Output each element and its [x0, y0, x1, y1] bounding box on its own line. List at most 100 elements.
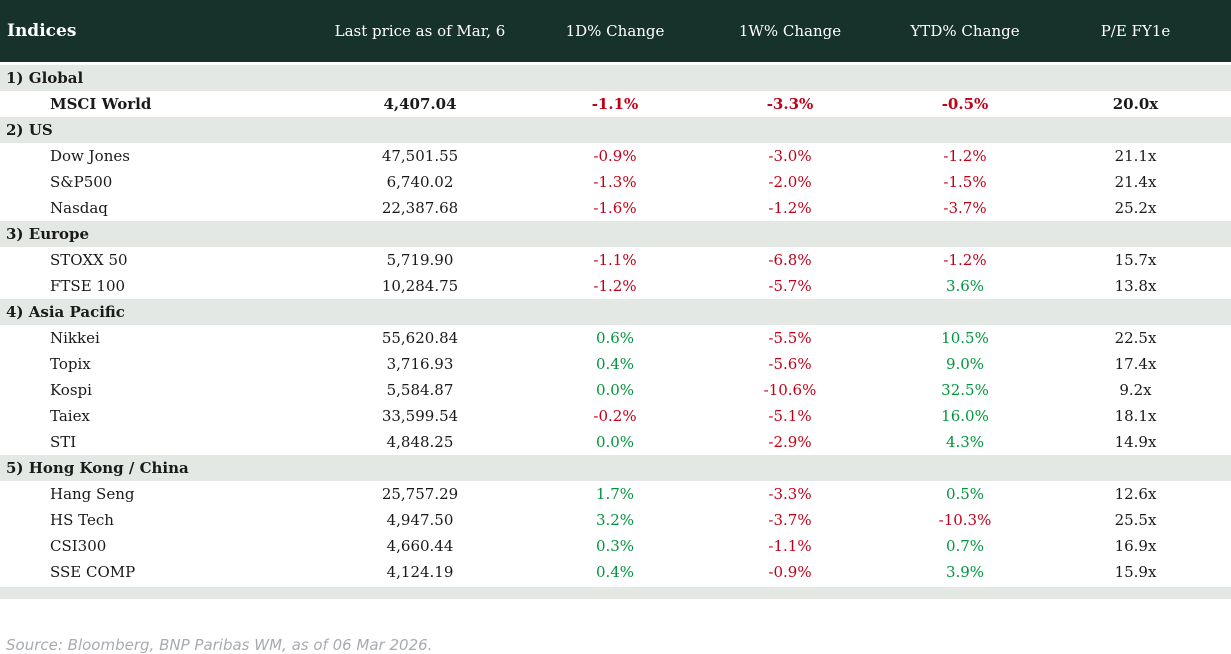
change-1w: -5.7%: [768, 277, 812, 295]
index-name: Taiex: [50, 407, 90, 425]
change-1d: 0.6%: [595, 329, 635, 347]
section-label: 1) Global: [6, 69, 84, 87]
change-1d: -0.2%: [593, 407, 637, 425]
index-name: CSI300: [50, 537, 107, 555]
last-price: 4,660.44: [386, 537, 454, 555]
column-header-pe-fy1e: P/E FY1e: [1100, 22, 1171, 40]
last-price: 3,716.93: [386, 355, 454, 373]
table-row: SSE COMP 4,124.19 0.4% -0.9% 3.9% 15.9x: [0, 559, 1231, 585]
index-name: HS Tech: [50, 511, 114, 529]
pe-ratio: 22.5x: [1114, 329, 1157, 347]
change-1d: 3.2%: [595, 511, 635, 529]
change-1w: -2.9%: [768, 433, 812, 451]
change-ytd: 3.9%: [945, 563, 985, 581]
index-name: STOXX 50: [50, 251, 128, 269]
column-header-last-price: Last price as of Mar, 6: [334, 22, 506, 40]
table-row: Nikkei 55,620.84 0.6% -5.5% 10.5% 22.5x: [0, 325, 1231, 351]
column-header-1w-change: 1W% Change: [738, 22, 842, 40]
index-name: Dow Jones: [50, 147, 130, 165]
table-row: Nasdaq 22,387.68 -1.6% -1.2% -3.7% 25.2x: [0, 195, 1231, 221]
pe-ratio: 13.8x: [1114, 277, 1157, 295]
source-note: Source: Bloomberg, BNP Paribas WM, as of…: [6, 636, 433, 654]
change-1d: 0.0%: [595, 433, 635, 451]
last-price: 4,407.04: [383, 95, 457, 113]
change-1w: -5.6%: [768, 355, 812, 373]
table-row: STI 4,848.25 0.0% -2.9% 4.3% 14.9x: [0, 429, 1231, 455]
section-row: 5) Hong Kong / China: [0, 455, 1231, 481]
column-header-indices: Indices: [7, 21, 77, 41]
section-row: 4) Asia Pacific: [0, 299, 1231, 325]
change-ytd: 9.0%: [945, 355, 985, 373]
pe-ratio: 25.5x: [1114, 511, 1157, 529]
pe-ratio: 20.0x: [1112, 95, 1159, 113]
table-body: 1) Global MSCI World 4,407.04 -1.1% -3.3% -0.…: [0, 65, 1231, 585]
change-1w: -1.1%: [768, 537, 812, 555]
pe-ratio: 14.9x: [1114, 433, 1157, 451]
change-1d: -1.2%: [593, 277, 637, 295]
pe-ratio: 21.1x: [1114, 147, 1157, 165]
last-price: 5,719.90: [386, 251, 454, 269]
last-price: 55,620.84: [381, 329, 459, 347]
change-ytd: 32.5%: [941, 381, 989, 399]
index-name: Kospi: [50, 381, 92, 399]
change-ytd: -0.5%: [941, 95, 989, 113]
last-price: 10,284.75: [381, 277, 459, 295]
last-price: 4,124.19: [386, 563, 454, 581]
section-row: 2) US: [0, 117, 1231, 143]
change-ytd: -3.7%: [943, 199, 987, 217]
change-ytd: 16.0%: [941, 407, 989, 425]
pe-ratio: 12.6x: [1114, 485, 1157, 503]
last-price: 22,387.68: [381, 199, 459, 217]
index-name: FTSE 100: [50, 277, 126, 295]
change-1w: -5.5%: [768, 329, 812, 347]
table-row: CSI300 4,660.44 0.3% -1.1% 0.7% 16.9x: [0, 533, 1231, 559]
change-ytd: 0.5%: [945, 485, 985, 503]
change-ytd: -1.2%: [943, 147, 987, 165]
section-row: 1) Global: [0, 65, 1231, 91]
last-price: 5,584.87: [386, 381, 454, 399]
pe-ratio: 15.9x: [1114, 563, 1157, 581]
last-price: 33,599.54: [381, 407, 459, 425]
change-1w: -10.6%: [763, 381, 817, 399]
table-header-row: Indices Last price as of Mar, 6 1D% Chan…: [0, 0, 1231, 62]
pe-ratio: 25.2x: [1114, 199, 1157, 217]
last-price: 4,848.25: [386, 433, 454, 451]
pe-ratio: 17.4x: [1114, 355, 1157, 373]
last-price: 6,740.02: [386, 173, 454, 191]
change-1d: 1.7%: [595, 485, 635, 503]
table-row: Taiex 33,599.54 -0.2% -5.1% 16.0% 18.1x: [0, 403, 1231, 429]
section-label: 3) Europe: [6, 225, 90, 243]
change-1d: -1.6%: [593, 199, 637, 217]
change-ytd: 4.3%: [945, 433, 985, 451]
last-price: 47,501.55: [381, 147, 459, 165]
change-1w: -3.3%: [768, 485, 812, 503]
index-name: Hang Seng: [50, 485, 135, 503]
section-row: 3) Europe: [0, 221, 1231, 247]
table-row: Hang Seng 25,757.29 1.7% -3.3% 0.5% 12.6x: [0, 481, 1231, 507]
change-1w: -3.0%: [768, 147, 812, 165]
change-ytd: 3.6%: [945, 277, 985, 295]
change-ytd: -10.3%: [938, 511, 992, 529]
change-1d: -1.3%: [593, 173, 637, 191]
change-1w: -5.1%: [768, 407, 812, 425]
table-row: S&P500 6,740.02 -1.3% -2.0% -1.5% 21.4x: [0, 169, 1231, 195]
table-row: FTSE 100 10,284.75 -1.2% -5.7% 3.6% 13.8x: [0, 273, 1231, 299]
index-name: MSCI World: [50, 95, 152, 113]
change-1d: 0.3%: [595, 537, 635, 555]
change-1d: -1.1%: [593, 251, 637, 269]
change-1w: -3.7%: [768, 511, 812, 529]
index-name: Nikkei: [50, 329, 100, 347]
change-1d: -1.1%: [591, 95, 639, 113]
pe-ratio: 18.1x: [1114, 407, 1157, 425]
change-1d: 0.4%: [595, 563, 635, 581]
section-label: 5) Hong Kong / China: [6, 459, 189, 477]
change-ytd: -1.5%: [943, 173, 987, 191]
column-header-ytd-change: YTD% Change: [910, 22, 1020, 40]
change-ytd: -1.2%: [943, 251, 987, 269]
change-1w: -0.9%: [768, 563, 812, 581]
index-name: S&P500: [50, 173, 113, 191]
change-1w: -3.3%: [766, 95, 814, 113]
table-row: Kospi 5,584.87 0.0% -10.6% 32.5% 9.2x: [0, 377, 1231, 403]
change-ytd: 0.7%: [945, 537, 985, 555]
